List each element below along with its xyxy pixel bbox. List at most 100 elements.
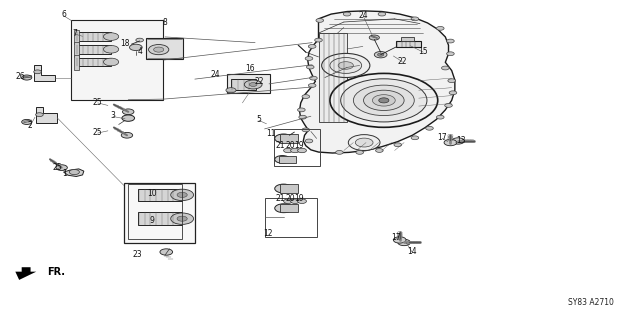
Circle shape bbox=[341, 79, 427, 122]
Circle shape bbox=[177, 216, 187, 221]
Text: 10: 10 bbox=[147, 189, 157, 198]
Polygon shape bbox=[15, 267, 36, 280]
Text: 26: 26 bbox=[15, 72, 25, 81]
Circle shape bbox=[302, 95, 310, 99]
Circle shape bbox=[177, 192, 187, 197]
Text: 22: 22 bbox=[254, 77, 264, 86]
Text: 13: 13 bbox=[456, 136, 466, 146]
Text: 3: 3 bbox=[111, 111, 115, 120]
Circle shape bbox=[316, 19, 324, 22]
Circle shape bbox=[355, 138, 373, 147]
Text: 19: 19 bbox=[295, 141, 304, 150]
Text: 23: 23 bbox=[133, 250, 143, 259]
Circle shape bbox=[122, 115, 134, 121]
Circle shape bbox=[36, 113, 43, 116]
Circle shape bbox=[299, 115, 306, 119]
Circle shape bbox=[397, 239, 410, 246]
Circle shape bbox=[411, 136, 419, 140]
Circle shape bbox=[378, 12, 386, 16]
Bar bbox=[401, 37, 413, 41]
Circle shape bbox=[330, 73, 438, 127]
Bar bbox=[124, 183, 195, 243]
Bar bbox=[76, 45, 111, 54]
Bar bbox=[318, 33, 347, 122]
Circle shape bbox=[275, 134, 292, 143]
Circle shape bbox=[373, 95, 395, 106]
Text: 14: 14 bbox=[408, 247, 417, 257]
Bar bbox=[138, 212, 182, 225]
Circle shape bbox=[441, 66, 449, 70]
Circle shape bbox=[290, 148, 299, 153]
Circle shape bbox=[364, 90, 404, 110]
Circle shape bbox=[444, 140, 457, 146]
Circle shape bbox=[448, 79, 455, 83]
Text: 15: 15 bbox=[419, 47, 428, 56]
Circle shape bbox=[436, 115, 444, 119]
Text: 4: 4 bbox=[137, 47, 142, 56]
Circle shape bbox=[121, 132, 132, 138]
Circle shape bbox=[343, 12, 351, 16]
Text: 6: 6 bbox=[61, 10, 66, 19]
Bar bbox=[75, 55, 80, 69]
Circle shape bbox=[305, 57, 313, 60]
Bar bbox=[231, 79, 256, 90]
Bar bbox=[71, 20, 163, 100]
Circle shape bbox=[315, 38, 322, 42]
Bar bbox=[279, 156, 296, 163]
Bar bbox=[138, 188, 182, 201]
Text: 21: 21 bbox=[276, 194, 285, 203]
Circle shape bbox=[308, 84, 316, 87]
Bar bbox=[76, 58, 111, 67]
Text: 12: 12 bbox=[263, 229, 273, 238]
Circle shape bbox=[103, 45, 118, 53]
Circle shape bbox=[275, 184, 292, 193]
Text: 25: 25 bbox=[52, 163, 62, 172]
Circle shape bbox=[394, 143, 401, 147]
Text: FR.: FR. bbox=[47, 267, 65, 277]
Circle shape bbox=[375, 52, 387, 58]
Circle shape bbox=[356, 150, 364, 154]
Bar bbox=[280, 184, 298, 193]
Circle shape bbox=[22, 119, 32, 124]
Circle shape bbox=[322, 53, 370, 77]
Circle shape bbox=[148, 44, 169, 55]
Circle shape bbox=[378, 53, 384, 56]
Circle shape bbox=[171, 213, 194, 224]
Circle shape bbox=[354, 85, 414, 116]
Circle shape bbox=[447, 39, 454, 43]
Circle shape bbox=[436, 27, 444, 30]
Circle shape bbox=[69, 170, 80, 175]
Text: 5: 5 bbox=[257, 115, 261, 124]
Circle shape bbox=[249, 83, 257, 86]
Text: SY83 A2710: SY83 A2710 bbox=[568, 298, 613, 307]
Circle shape bbox=[226, 88, 236, 93]
Circle shape bbox=[447, 52, 454, 56]
Text: 21: 21 bbox=[276, 141, 285, 150]
Bar bbox=[76, 32, 111, 41]
Text: 24: 24 bbox=[359, 11, 368, 20]
Circle shape bbox=[330, 58, 362, 73]
Circle shape bbox=[122, 109, 134, 115]
Circle shape bbox=[22, 75, 32, 80]
Text: 16: 16 bbox=[245, 63, 255, 73]
Circle shape bbox=[379, 98, 389, 103]
Circle shape bbox=[136, 38, 143, 42]
Text: 1: 1 bbox=[62, 169, 67, 178]
Polygon shape bbox=[34, 66, 55, 81]
Circle shape bbox=[338, 62, 354, 69]
Circle shape bbox=[426, 126, 433, 130]
Circle shape bbox=[308, 44, 316, 48]
Bar bbox=[75, 42, 80, 57]
Bar bbox=[128, 184, 182, 239]
Text: 17: 17 bbox=[391, 233, 401, 242]
Circle shape bbox=[376, 148, 383, 152]
Bar bbox=[280, 134, 298, 142]
Text: 17: 17 bbox=[438, 133, 447, 142]
Circle shape bbox=[275, 204, 292, 213]
Text: 18: 18 bbox=[120, 39, 130, 48]
Circle shape bbox=[171, 189, 194, 201]
Circle shape bbox=[369, 35, 380, 40]
Circle shape bbox=[56, 165, 68, 171]
Circle shape bbox=[445, 104, 452, 107]
Circle shape bbox=[297, 108, 305, 112]
